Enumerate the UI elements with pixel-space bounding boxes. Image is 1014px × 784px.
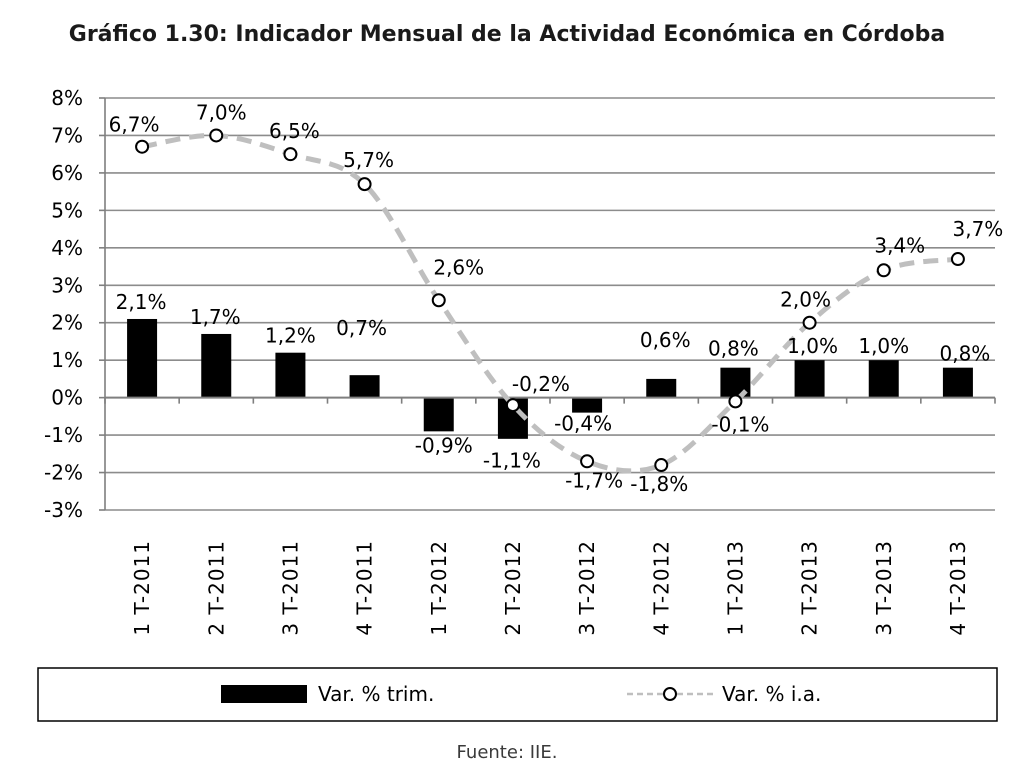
line-series-path: [141, 132, 959, 474]
line-label-10: 2,0%: [780, 288, 831, 312]
line-point-4: [357, 177, 372, 192]
bar-label-7: -0,4%: [554, 412, 612, 436]
x-category-label-11: 3 T-2013: [872, 540, 896, 636]
legend-bar-label: Var. % trim.: [318, 682, 434, 706]
line-point-10: [802, 315, 817, 330]
line-point-1: [135, 139, 150, 154]
y-tick-label: 4%: [51, 236, 83, 260]
line-point-2: [209, 128, 224, 143]
x-category-label-5: 1 T-2012: [427, 540, 451, 636]
bar-1: [127, 318, 158, 398]
y-tick-label: 5%: [51, 198, 83, 222]
y-tick-label: 3%: [51, 273, 83, 297]
x-category-label-7: 3 T-2012: [575, 540, 599, 636]
x-category-label-6: 2 T-2012: [501, 540, 525, 636]
y-tick-label: -2%: [44, 461, 83, 485]
bar-label-6: -1,1%: [483, 449, 541, 473]
line-label-8: -1,8%: [630, 472, 688, 496]
bar-label-4: 0,7%: [336, 316, 387, 340]
line-label-11: 3,4%: [874, 233, 925, 257]
x-category-label-12: 4 T-2013: [946, 540, 970, 636]
bar-10: [794, 360, 825, 398]
bar-7: [572, 397, 603, 413]
x-category-label-10: 2 T-2013: [798, 540, 822, 636]
legend-box: [37, 667, 998, 722]
y-tick-label: 8%: [51, 86, 83, 110]
bar-label-1: 2,1%: [116, 290, 167, 314]
x-category-label-4: 4 T-2011: [353, 540, 377, 636]
x-category-label-9: 1 T-2013: [723, 540, 747, 636]
line-label-2: 7,0%: [196, 100, 247, 124]
line-point-11: [876, 263, 891, 278]
x-category-label-2: 2 T-2011: [204, 540, 228, 636]
bar-label-8: 0,6%: [640, 328, 691, 352]
line-point-9: [728, 394, 743, 409]
y-tick-label: 1%: [51, 348, 83, 372]
x-category-label-3: 3 T-2011: [278, 540, 302, 636]
y-tick-label: 6%: [51, 161, 83, 185]
bar-11: [868, 360, 899, 398]
legend-line-marker: [663, 687, 677, 701]
chart-title: Gráfico 1.30: Indicador Mensual de la Ac…: [68, 22, 946, 47]
bar-2: [201, 333, 232, 398]
bar-4: [349, 375, 380, 398]
x-category-label-1: 1 T-2011: [130, 540, 154, 636]
line-point-5: [431, 293, 446, 308]
y-tick-label: -1%: [44, 423, 83, 447]
line-label-5: 2,6%: [433, 255, 484, 279]
bar-label-10: 1,0%: [787, 334, 838, 358]
x-category-label-8: 4 T-2012: [649, 540, 673, 636]
line-label-6: -0,2%: [512, 372, 570, 396]
line-point-8: [654, 458, 669, 473]
legend-bar-swatch: [221, 685, 307, 703]
line-label-12: 3,7%: [953, 217, 1004, 241]
y-tick-label: 7%: [51, 123, 83, 147]
line-point-3: [283, 147, 298, 162]
bar-label-9: 0,8%: [708, 337, 759, 361]
bar-12: [942, 367, 973, 398]
y-tick-label: 2%: [51, 311, 83, 335]
line-label-1: 6,7%: [109, 113, 160, 137]
bar-label-12: 0,8%: [940, 342, 991, 366]
line-label-4: 5,7%: [343, 148, 394, 172]
bar-label-5: -0,9%: [415, 434, 473, 458]
line-point-12: [950, 252, 965, 267]
legend-line-label: Var. % i.a.: [722, 682, 821, 706]
line-label-7: -1,7%: [565, 468, 623, 492]
source-note: Fuente: IIE.: [456, 742, 558, 763]
bar-8: [646, 378, 677, 398]
bar-label-2: 1,7%: [190, 305, 241, 329]
bar-label-11: 1,0%: [858, 334, 909, 358]
line-label-9: -0,1%: [711, 412, 769, 436]
bar-3: [275, 352, 306, 398]
line-point-7: [580, 454, 595, 469]
line-point-6: [505, 398, 520, 413]
y-tick-label: -3%: [44, 498, 83, 522]
line-label-3: 6,5%: [269, 119, 320, 143]
bar-5: [423, 397, 454, 432]
bar-label-3: 1,2%: [265, 324, 316, 348]
y-tick-label: 0%: [51, 386, 83, 410]
